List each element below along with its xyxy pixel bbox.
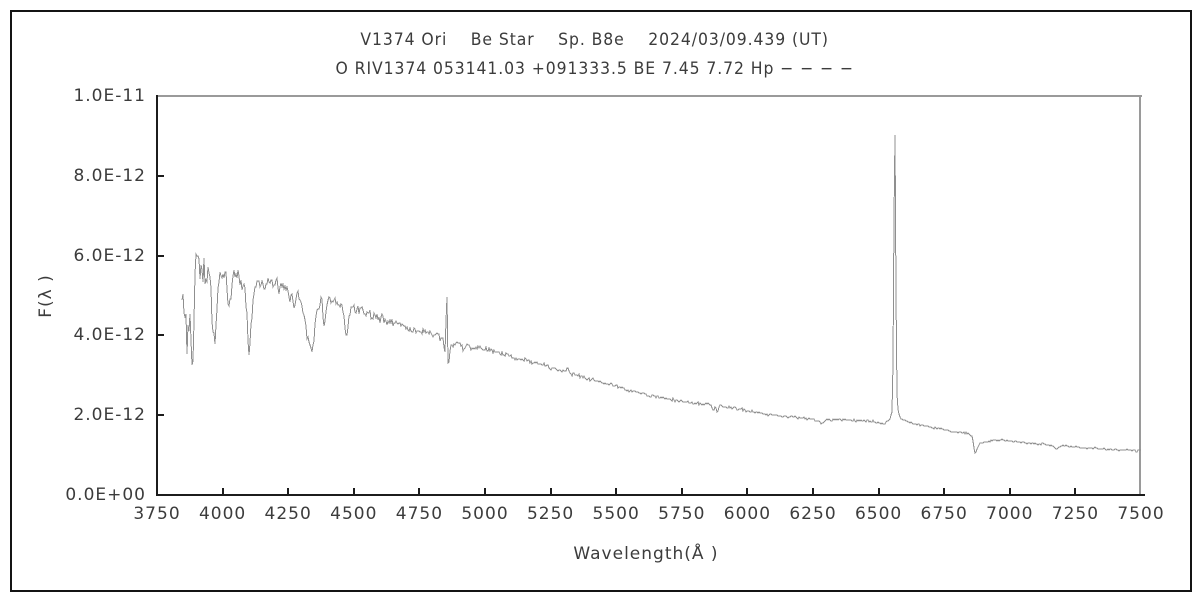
x-tick-label: 5000 <box>461 504 509 524</box>
x-tick-label: 5250 <box>526 504 575 524</box>
axis-ticks <box>157 175 1076 495</box>
spectrum-line <box>181 134 1141 455</box>
x-axis-title: Wavelength(Å ) <box>573 544 719 564</box>
x-tick-label: 7250 <box>1051 504 1100 524</box>
x-tick-label: 6500 <box>854 504 903 524</box>
x-tick-label: 6000 <box>723 504 772 524</box>
chart-border <box>10 10 1192 592</box>
x-tick-label: 5750 <box>658 504 706 524</box>
y-tick-label: 6.0E-12 <box>73 245 146 266</box>
x-tick-label: 6250 <box>789 504 837 524</box>
x-tick-label: 5500 <box>592 504 640 524</box>
x-tick-label: 4750 <box>395 504 444 524</box>
y-tick-label: 0.0E+00 <box>65 485 146 505</box>
y-tick-label: 8.0E-12 <box>73 165 146 186</box>
plot-frame <box>157 95 1142 494</box>
x-tick-label: 7500 <box>1117 504 1165 524</box>
axes <box>156 95 1145 496</box>
y-tick-label: 1.0E-11 <box>73 86 146 106</box>
x-tick-label: 4500 <box>330 504 378 524</box>
x-tick-label: 4000 <box>198 504 247 524</box>
y-tick-label: 2.0E-12 <box>73 405 146 426</box>
chart-subtitle: O RIV1374 053141.03 +091333.5 BE 7.45 7.… <box>0 59 1190 79</box>
chart-title: V1374 Ori Be Star Sp. B8e 2024/03/09.439… <box>0 30 1190 50</box>
x-tick-label: 3750 <box>133 504 181 524</box>
x-tick-label: 4250 <box>264 504 312 524</box>
chart-subtitle-text: O RIV1374 053141.03 +091333.5 BE 7.45 7.… <box>335 59 855 79</box>
chart-title-text: V1374 Ori Be Star Sp. B8e 2024/03/09.439… <box>360 30 830 50</box>
x-tick-label: 7000 <box>986 504 1034 524</box>
y-tick-label: 4.0E-12 <box>73 325 146 346</box>
x-tick-label: 6750 <box>920 504 968 524</box>
